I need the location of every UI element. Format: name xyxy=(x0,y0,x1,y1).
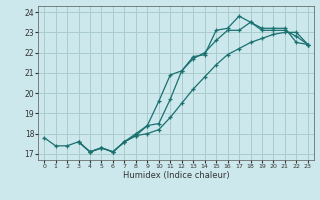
X-axis label: Humidex (Indice chaleur): Humidex (Indice chaleur) xyxy=(123,171,229,180)
